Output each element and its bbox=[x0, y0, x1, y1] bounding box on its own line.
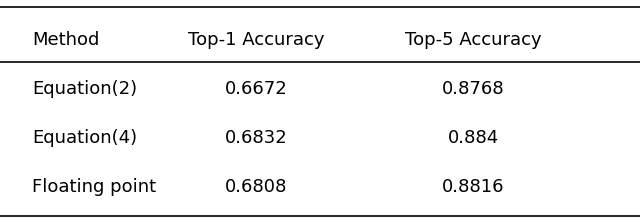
Text: Method: Method bbox=[32, 31, 99, 49]
Text: 0.6808: 0.6808 bbox=[225, 178, 287, 196]
Text: Equation(2): Equation(2) bbox=[32, 80, 137, 98]
Text: 0.8816: 0.8816 bbox=[442, 178, 505, 196]
Text: Top-5 Accuracy: Top-5 Accuracy bbox=[405, 31, 542, 49]
Text: Equation(4): Equation(4) bbox=[32, 129, 137, 147]
Text: 0.6672: 0.6672 bbox=[225, 80, 287, 98]
Text: 0.6832: 0.6832 bbox=[225, 129, 287, 147]
Text: 0.8768: 0.8768 bbox=[442, 80, 505, 98]
Text: Floating point: Floating point bbox=[32, 178, 156, 196]
Text: Top-1 Accuracy: Top-1 Accuracy bbox=[188, 31, 324, 49]
Text: 0.884: 0.884 bbox=[448, 129, 499, 147]
